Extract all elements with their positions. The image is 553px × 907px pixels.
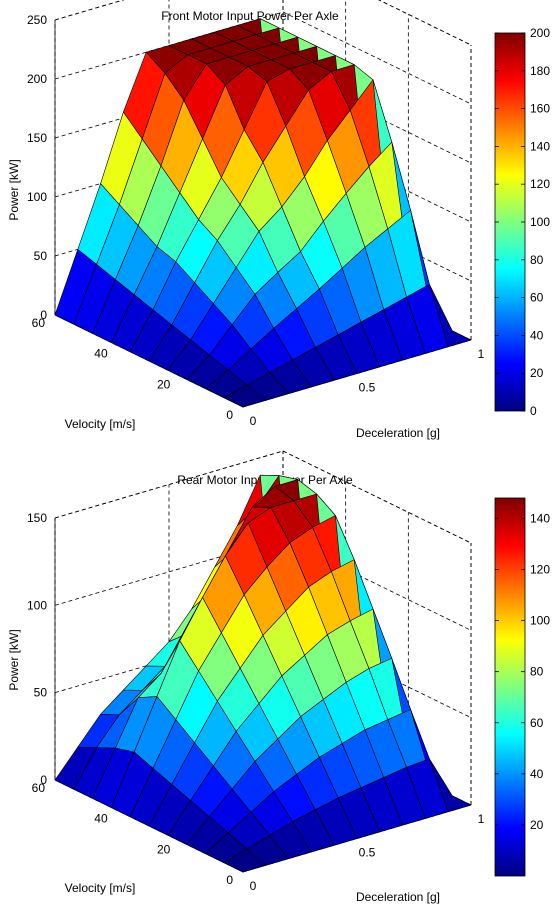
z-tick-label: 0 bbox=[40, 773, 47, 787]
plot-2-z-label: Power [kW] bbox=[7, 629, 21, 690]
plot-1-title: Front Motor Input Power Per Axle bbox=[161, 9, 339, 23]
colorbar-tick-label: 100 bbox=[530, 614, 550, 628]
x-tick-label: 1 bbox=[478, 347, 485, 361]
x-tick-label: 0.5 bbox=[359, 846, 376, 860]
surface-patch bbox=[429, 284, 472, 348]
colorbar-tick-label: 120 bbox=[530, 563, 550, 577]
colorbar-tick-label: 20 bbox=[530, 366, 544, 380]
colorbar-tick-label: 180 bbox=[530, 64, 550, 78]
colorbar-tick-label: 140 bbox=[530, 139, 550, 153]
plot-2-colorbar: 20 40 60 80 100 120 140 bbox=[494, 497, 550, 877]
plot-1-surface bbox=[54, 18, 472, 408]
y-tick-label: 40 bbox=[94, 347, 108, 361]
z-tick-label: 50 bbox=[34, 249, 48, 263]
plot-1-colorbar-ticks: 0 20 40 60 80 100 120 140 160 180 200 bbox=[495, 26, 550, 418]
surface-patch bbox=[429, 758, 472, 813]
plot-2-y-label: Velocity [m/s] bbox=[65, 881, 136, 895]
z-tick-label: 50 bbox=[34, 686, 48, 700]
colorbar-tick-label: 160 bbox=[530, 102, 550, 116]
plot-2-x-label: Deceleration [g] bbox=[356, 890, 440, 904]
y-tick-label: 20 bbox=[157, 377, 171, 391]
z-tick-label: 250 bbox=[27, 13, 47, 27]
x-tick-label: 1 bbox=[478, 812, 485, 826]
plot-2-colorbar-gradient bbox=[494, 497, 526, 877]
y-tick-label: 40 bbox=[94, 812, 108, 826]
front-motor-plot: Front Motor Input Power Per Axle 0501001… bbox=[7, 0, 550, 440]
plot-2-colorbar-ticks: 20 40 60 80 100 120 140 bbox=[495, 511, 550, 832]
colorbar-tick-label: 120 bbox=[530, 177, 550, 191]
grid-line bbox=[54, 450, 284, 519]
x-tick-label: 0.5 bbox=[359, 381, 376, 395]
colorbar-tick-label: 140 bbox=[530, 511, 550, 525]
colorbar-tick-label: 60 bbox=[530, 716, 544, 730]
colorbar-tick-label: 60 bbox=[530, 291, 544, 305]
colorbar-tick-label: 200 bbox=[530, 26, 550, 40]
z-tick-label: 150 bbox=[27, 511, 47, 525]
plot-1-x-label: Deceleration [g] bbox=[356, 426, 440, 440]
z-tick-label: 0 bbox=[40, 308, 47, 322]
colorbar-tick-label: 40 bbox=[530, 328, 544, 342]
plot-1-colorbar: 0 20 40 60 80 100 120 140 160 180 200 bbox=[494, 26, 550, 418]
y-tick-label: 60 bbox=[32, 781, 46, 795]
y-tick-label: 20 bbox=[157, 842, 171, 856]
z-tick-label: 100 bbox=[27, 598, 47, 612]
colorbar-tick-label: 100 bbox=[530, 215, 550, 229]
plot-1-colorbar-gradient bbox=[494, 32, 526, 412]
x-tick-label: 0 bbox=[250, 414, 257, 428]
colorbar-tick-label: 40 bbox=[530, 767, 544, 781]
plot-2-surface bbox=[54, 474, 472, 873]
plot-1-y-label: Velocity [m/s] bbox=[65, 417, 136, 431]
z-tick-label: 200 bbox=[27, 72, 47, 86]
rear-motor-plot: Rear Motor Input Power Per Axle 05010015… bbox=[7, 450, 550, 904]
z-tick-label: 150 bbox=[27, 131, 47, 145]
y-tick-label: 0 bbox=[226, 408, 233, 422]
z-tick-label: 100 bbox=[27, 190, 47, 204]
y-tick-label: 0 bbox=[226, 873, 233, 887]
colorbar-tick-label: 80 bbox=[530, 665, 544, 679]
y-tick-label: 60 bbox=[32, 316, 46, 330]
colorbar-tick-label: 20 bbox=[530, 818, 544, 832]
plot-1-z-label: Power [kW] bbox=[7, 159, 21, 220]
colorbar-tick-label: 80 bbox=[530, 253, 544, 267]
colorbar-tick-label: 0 bbox=[530, 404, 537, 418]
x-tick-label: 0 bbox=[250, 879, 257, 893]
